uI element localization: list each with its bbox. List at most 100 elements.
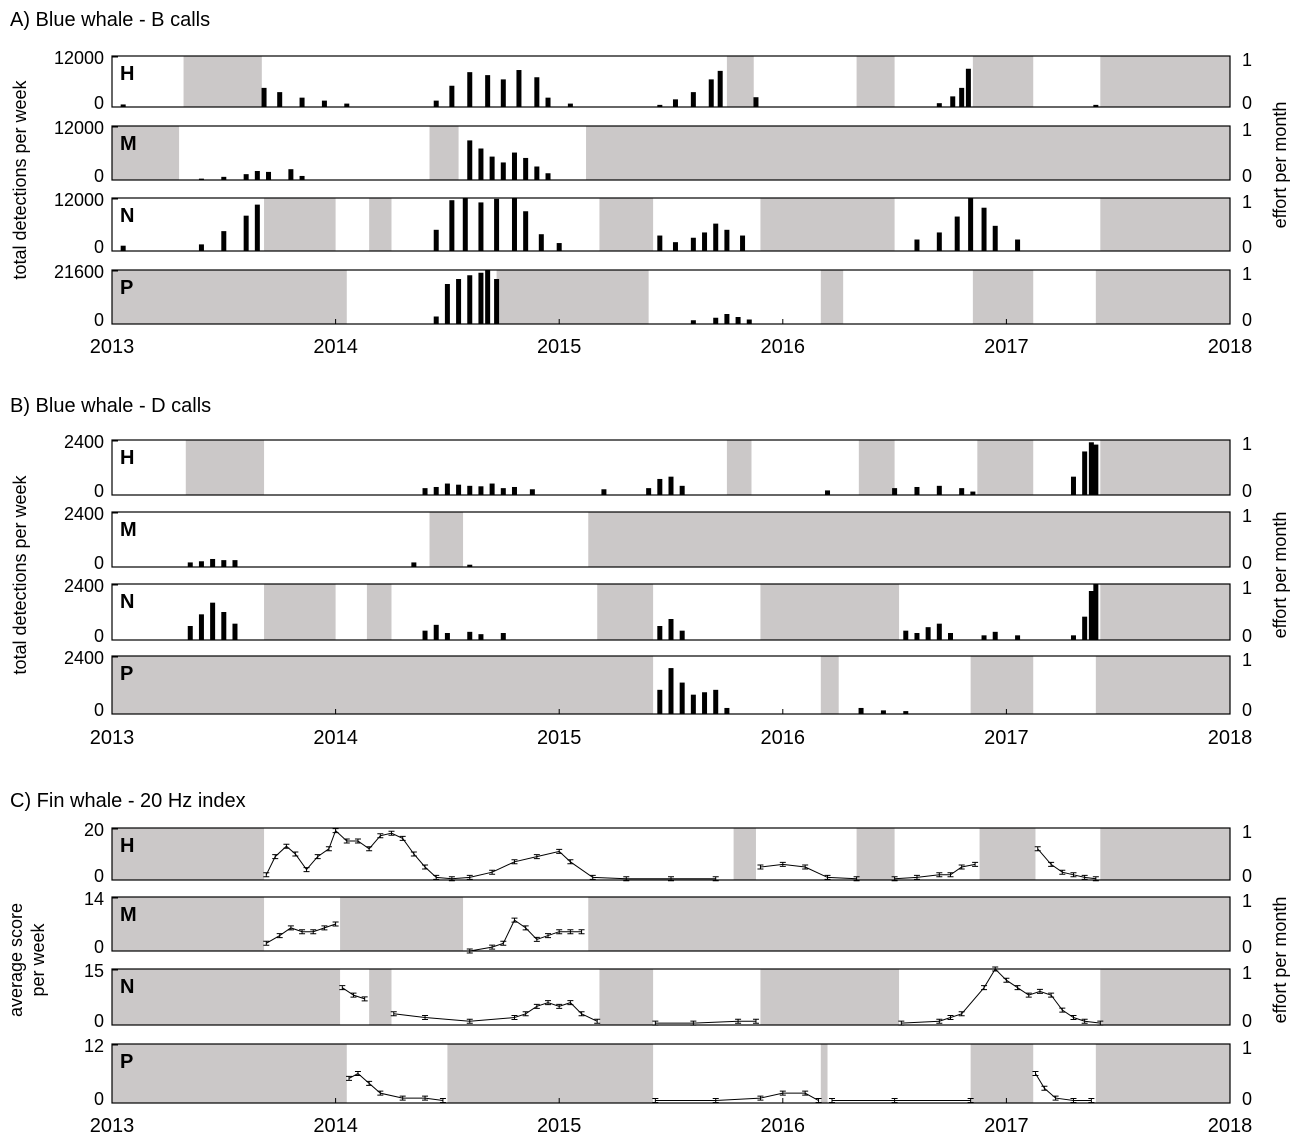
site-label: H <box>120 447 134 469</box>
detection-bar <box>925 627 931 640</box>
panel-N: N 12000 0 1 0 <box>54 190 1252 257</box>
detection-bar <box>221 231 227 251</box>
index-point <box>947 872 954 878</box>
y-tick-min: 0 <box>94 166 104 186</box>
index-point <box>1036 988 1043 994</box>
no-effort-gap <box>972 270 1034 324</box>
chart-section-3: C) Fin whale - 20 Hz index average score p… <box>6 790 1290 1137</box>
panel-H: H 20 0 1 0 <box>84 820 1252 886</box>
detection-bar <box>534 77 540 107</box>
detection-bar <box>1015 635 1021 640</box>
site-label: H <box>120 63 134 85</box>
detection-bar <box>601 489 607 495</box>
index-point <box>594 1018 601 1024</box>
effort-tick-min: 0 <box>1242 1089 1252 1109</box>
index-point <box>802 1090 809 1096</box>
index-point <box>343 838 350 844</box>
effort-tick-max: 1 <box>1242 506 1252 526</box>
index-point <box>332 921 339 927</box>
detection-bar <box>243 174 249 180</box>
detection-bar <box>299 97 305 107</box>
index-point <box>981 985 988 991</box>
panel-frame <box>111 1043 1231 1104</box>
detection-bar <box>981 207 987 251</box>
index-point <box>354 838 361 844</box>
effort-tick-min: 0 <box>1242 481 1252 501</box>
no-effort-gap <box>496 270 649 324</box>
no-effort-gap <box>760 584 900 640</box>
detection-bar <box>210 558 216 567</box>
index-point <box>276 933 283 939</box>
detection-bar <box>1070 635 1076 640</box>
site-label: P <box>120 663 133 685</box>
index-point <box>346 1075 353 1081</box>
no-effort-gap <box>760 198 895 251</box>
index-point <box>283 843 290 849</box>
detection-bar <box>646 488 652 495</box>
y-tick-max: 12000 <box>54 48 104 68</box>
detection-bar <box>511 152 517 180</box>
effort-tick-min: 0 <box>1242 310 1252 330</box>
y-tick-max: 12000 <box>54 190 104 210</box>
detection-bar <box>485 75 491 107</box>
no-effort-gap <box>979 828 1036 880</box>
no-effort-gap <box>112 126 180 180</box>
detection-bar <box>478 486 484 495</box>
panel-frame <box>111 511 1231 568</box>
index-line <box>1037 848 1096 880</box>
detection-bar <box>523 211 529 251</box>
detection-bar <box>657 104 663 107</box>
effort-tick-min: 0 <box>1242 553 1252 573</box>
index-point <box>511 859 518 865</box>
no-effort-gap <box>733 828 756 880</box>
detection-bar <box>657 478 663 495</box>
x-tick-label: 2016 <box>761 336 806 358</box>
detection-bar <box>444 483 450 495</box>
detection-bar <box>254 204 260 251</box>
no-effort-gap <box>588 512 1230 567</box>
index-point <box>752 1018 759 1024</box>
detection-bar <box>467 631 473 640</box>
detection-bar <box>344 103 350 107</box>
no-effort-gap <box>1100 56 1230 107</box>
index-point <box>422 1095 429 1101</box>
index-point <box>1059 869 1066 875</box>
detection-bar <box>959 87 965 107</box>
x-tick-label: 2015 <box>537 336 582 358</box>
index-point <box>511 917 518 923</box>
panel-P: P 12 0 1 0 <box>84 1036 1252 1109</box>
detection-bar <box>914 633 920 640</box>
no-effort-gap <box>599 198 654 251</box>
index-point <box>354 1071 361 1076</box>
detection-bar <box>1093 444 1099 495</box>
index-point <box>292 851 299 857</box>
detection-bar <box>1082 451 1088 495</box>
detection-bar <box>277 92 283 107</box>
section-title: C) Fin whale - 20 Hz index <box>10 790 246 812</box>
index-point <box>545 1000 552 1006</box>
detection-bar <box>702 692 708 714</box>
section-title: B) Blue whale - D calls <box>10 395 211 417</box>
no-effort-gap <box>972 56 1034 107</box>
index-point <box>567 929 574 935</box>
index-point <box>1003 977 1010 983</box>
index-point <box>500 940 507 946</box>
detection-bar <box>433 624 439 640</box>
y2-axis-label: effort per month <box>1270 512 1290 639</box>
detection-bar <box>713 689 719 714</box>
y-tick-min: 0 <box>94 700 104 720</box>
detection-bar <box>965 68 971 107</box>
index-line <box>901 968 1101 1024</box>
index-point <box>325 846 332 852</box>
index-point <box>556 1003 563 1009</box>
detection-bar <box>467 564 473 567</box>
detection-bar <box>422 630 428 640</box>
panel-frame <box>111 269 1231 325</box>
no-effort-gap <box>447 1044 654 1103</box>
y-tick-min: 0 <box>94 866 104 886</box>
detection-bar <box>221 176 227 180</box>
site-label: N <box>120 205 134 227</box>
y-axis-label: total detections per week <box>10 474 30 674</box>
detection-bar <box>299 175 305 180</box>
site-label: M <box>120 904 137 926</box>
